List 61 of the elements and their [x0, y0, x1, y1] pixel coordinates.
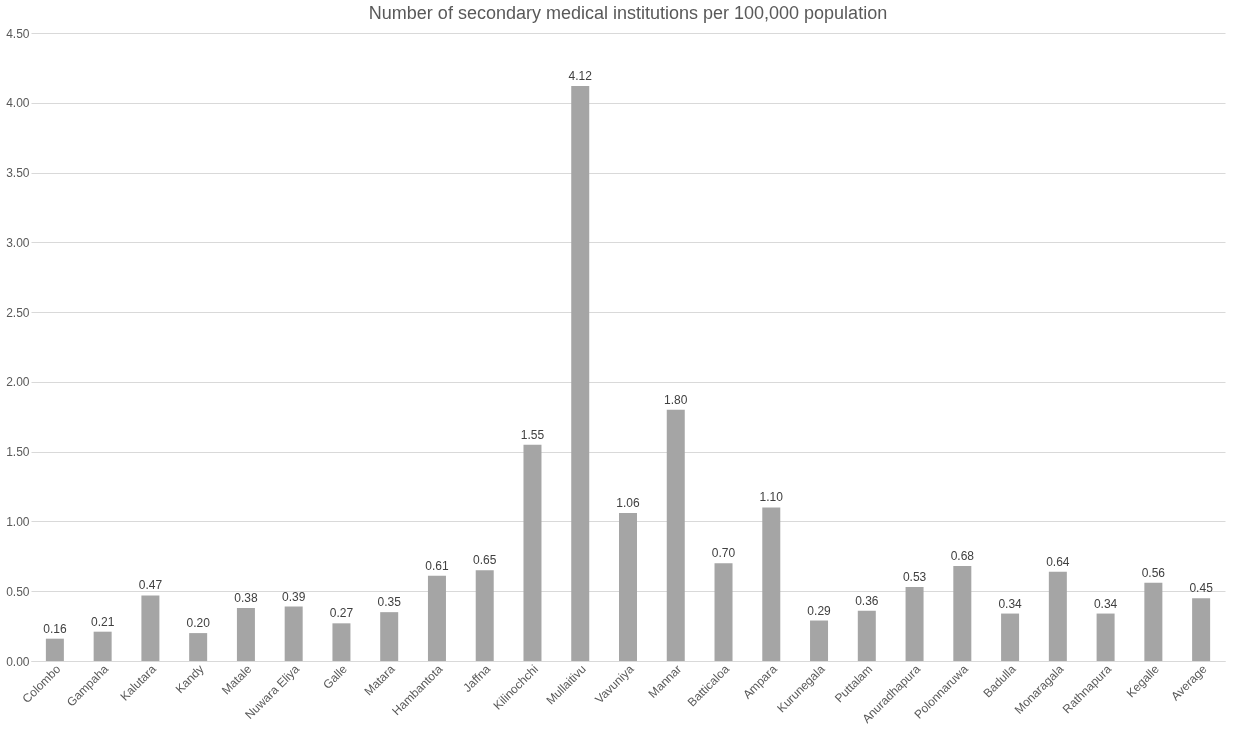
bar: [380, 612, 399, 661]
data-label: 0.21: [90, 614, 115, 629]
data-label: 0.34: [1093, 596, 1118, 611]
y-tick-label: 0.50: [6, 584, 30, 599]
bar: [714, 563, 733, 661]
bar: [1192, 598, 1211, 661]
bar: [1144, 582, 1163, 661]
bar: [905, 587, 924, 661]
bar: [45, 638, 64, 661]
data-label: 0.45: [1189, 581, 1214, 596]
y-tick-label: 2.00: [6, 375, 30, 390]
data-label: 4.12: [568, 69, 593, 84]
bar: [141, 595, 160, 661]
bar: [953, 566, 972, 661]
bar: [810, 620, 829, 661]
bar: [93, 631, 112, 661]
bar: [427, 575, 446, 661]
bar: [475, 570, 494, 661]
bar: [1001, 613, 1020, 661]
bar: [1096, 613, 1115, 661]
data-label: 0.53: [902, 570, 927, 585]
data-label: 0.39: [282, 589, 306, 604]
data-label: 0.34: [998, 596, 1023, 611]
bar: [571, 86, 590, 661]
data-label: 0.35: [377, 595, 402, 610]
data-label: 0.36: [855, 593, 879, 608]
data-label: 1.80: [664, 392, 688, 407]
y-tick-label: 0.00: [6, 654, 30, 669]
bar: [236, 607, 255, 661]
data-label: 0.68: [950, 549, 975, 564]
data-label: 0.47: [138, 578, 163, 593]
y-tick-label: 3.00: [6, 235, 30, 250]
y-tick-label: 4.00: [6, 96, 30, 111]
data-label: 0.38: [234, 590, 258, 605]
y-tick-label: 1.50: [6, 445, 30, 460]
y-tick-label: 2.50: [6, 305, 30, 320]
chart-title: Number of secondary medical institutions per 100,000 population: [368, 3, 888, 23]
data-label: 1.06: [616, 496, 640, 511]
bar: [666, 409, 685, 661]
data-label: 0.65: [473, 553, 497, 568]
data-label: 0.16: [43, 621, 67, 636]
data-label: 0.61: [425, 558, 449, 573]
data-label: 0.56: [1141, 565, 1166, 580]
data-label: 0.70: [711, 546, 736, 561]
bar: [857, 610, 876, 661]
bar: [523, 444, 542, 661]
bar: [284, 606, 303, 661]
data-label: 0.20: [186, 616, 211, 631]
y-tick-label: 3.50: [6, 166, 30, 181]
bar: [332, 623, 351, 661]
bar: [619, 513, 637, 661]
data-label: 1.55: [520, 427, 545, 442]
data-label: 1.10: [759, 490, 784, 505]
bar: [1048, 571, 1067, 661]
data-label: 0.29: [807, 603, 832, 618]
y-tick-label: 1.00: [6, 514, 30, 529]
bar: [189, 633, 208, 661]
data-label: 0.27: [329, 606, 354, 621]
y-tick-label: 4.50: [6, 26, 30, 41]
data-label: 0.64: [1046, 554, 1070, 569]
bar: [762, 507, 781, 661]
